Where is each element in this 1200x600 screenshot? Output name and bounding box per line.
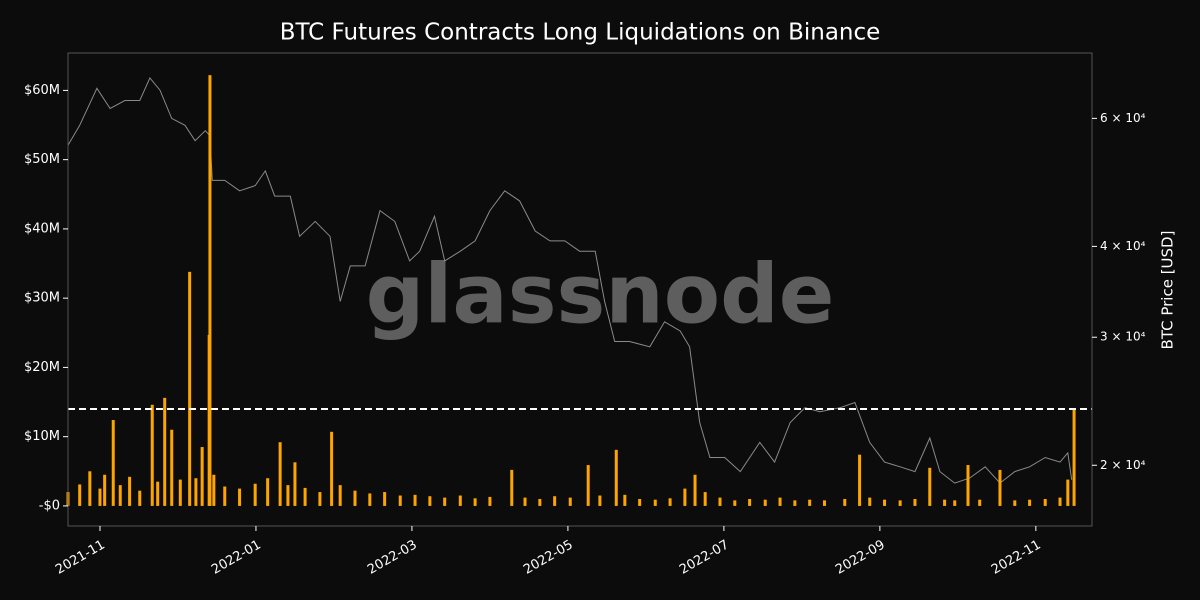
liquidation-bar	[170, 429, 174, 506]
liquidation-bar	[413, 494, 417, 506]
y2-tick-label: 2 × 10⁴	[1100, 458, 1146, 472]
liquidation-bar	[1072, 408, 1076, 506]
y2-axis-label: BTC Price [USD]	[1159, 231, 1177, 350]
liquidation-bar	[883, 499, 887, 506]
liquidation-bar	[293, 462, 297, 506]
y-tick-label: $20M	[24, 360, 60, 375]
liquidation-bar	[553, 496, 557, 506]
y-tick-label: $30M	[24, 291, 60, 306]
liquidation-bar	[383, 492, 387, 506]
liquidation-bar	[98, 488, 102, 506]
liquidation-bar	[428, 496, 432, 506]
liquidation-bar	[568, 497, 572, 506]
liquidation-bar	[1043, 498, 1047, 506]
liquidation-bar	[668, 498, 672, 506]
liquidation-bar	[763, 499, 767, 506]
liquidation-bar	[998, 469, 1002, 506]
y-tick-label: $60M	[24, 83, 60, 98]
liquidation-bar	[398, 495, 402, 506]
liquidation-bar	[822, 500, 826, 506]
liquidation-bar	[238, 488, 242, 506]
liquidation-bar	[898, 500, 902, 506]
liquidation-bar	[78, 484, 82, 506]
liquidation-bar	[793, 500, 797, 506]
y-tick-label: -$0	[39, 498, 60, 513]
y2-tick-label: 3 × 10⁴	[1100, 330, 1146, 344]
plot-area	[66, 75, 1092, 506]
liquidation-bar	[510, 469, 514, 506]
liquidation-bar	[194, 478, 198, 506]
y-tick-label: $10M	[24, 429, 60, 444]
liquidation-bar	[128, 476, 132, 506]
liquidation-bar	[278, 442, 282, 506]
liquidation-bar	[1013, 500, 1017, 506]
chart-title: BTC Futures Contracts Long Liquidations …	[280, 20, 881, 46]
liquidation-bar	[943, 499, 947, 506]
y2-tick-label: 6 × 10⁴	[1100, 111, 1146, 125]
y-tick-label: $50M	[24, 152, 60, 167]
liquidation-bar	[523, 497, 527, 506]
liquidation-bar	[868, 497, 872, 506]
liquidation-bar	[614, 449, 618, 506]
liquidation-bar	[156, 481, 160, 506]
liquidation-bar	[778, 497, 782, 506]
liquidation-bar	[118, 485, 122, 506]
liquidation-bar	[623, 494, 627, 506]
liquidation-bar	[1028, 499, 1032, 506]
liquidation-bar	[338, 485, 342, 506]
liquidation-bar	[353, 490, 357, 506]
y-tick-label: $40M	[24, 221, 60, 236]
liquidation-bar	[598, 495, 602, 506]
liquidation-bar	[683, 488, 687, 506]
liquidation-bar	[286, 485, 290, 506]
liquidation-bar	[718, 497, 722, 506]
liquidation-bar	[966, 465, 970, 506]
liquidation-bar	[458, 495, 462, 506]
liquidation-bar	[978, 499, 982, 506]
liquidation-bar	[913, 498, 917, 506]
liquidation-bar	[253, 483, 257, 506]
liquidation-bar	[88, 471, 92, 506]
liquidation-bar	[733, 500, 737, 506]
liquidation-bar	[748, 498, 752, 506]
liquidation-bar	[266, 478, 270, 506]
liquidation-bar	[1066, 479, 1070, 506]
liquidation-bar	[368, 493, 372, 506]
watermark: glassnode	[366, 247, 835, 342]
liquidation-bar	[858, 454, 862, 506]
liquidation-bar	[188, 271, 192, 506]
liquidation-bar	[208, 75, 212, 506]
liquidation-bar	[928, 467, 932, 506]
liquidation-bar	[703, 492, 707, 506]
liquidation-bar	[330, 431, 334, 506]
liquidation-bar	[638, 498, 642, 506]
liquidation-bar	[843, 498, 847, 506]
liquidation-bar	[318, 492, 322, 506]
liquidation-bar	[586, 465, 590, 506]
liquidation-bar	[103, 474, 107, 506]
liquidation-bar	[443, 497, 447, 506]
liquidation-bar	[150, 404, 154, 506]
liquidation-bar	[200, 447, 204, 506]
liquidation-bar	[473, 498, 477, 506]
liquidation-bar	[693, 474, 697, 506]
liquidation-bar	[163, 397, 167, 506]
liquidation-bar	[808, 499, 812, 506]
liquidation-bar	[111, 420, 115, 506]
liquidation-bar	[1058, 497, 1062, 506]
y2-tick-label: 4 × 10⁴	[1100, 239, 1146, 253]
liquidation-bar	[138, 490, 142, 506]
liquidation-bar	[303, 487, 307, 506]
liquidation-bar	[488, 496, 492, 506]
plot-frame	[67, 52, 1093, 527]
liquidation-bar	[538, 498, 542, 506]
liquidation-bar	[212, 474, 216, 506]
liquidation-bar	[223, 486, 227, 506]
liquidation-bar	[653, 499, 657, 506]
liquidation-bar	[953, 500, 957, 506]
liquidation-bar	[178, 479, 182, 506]
